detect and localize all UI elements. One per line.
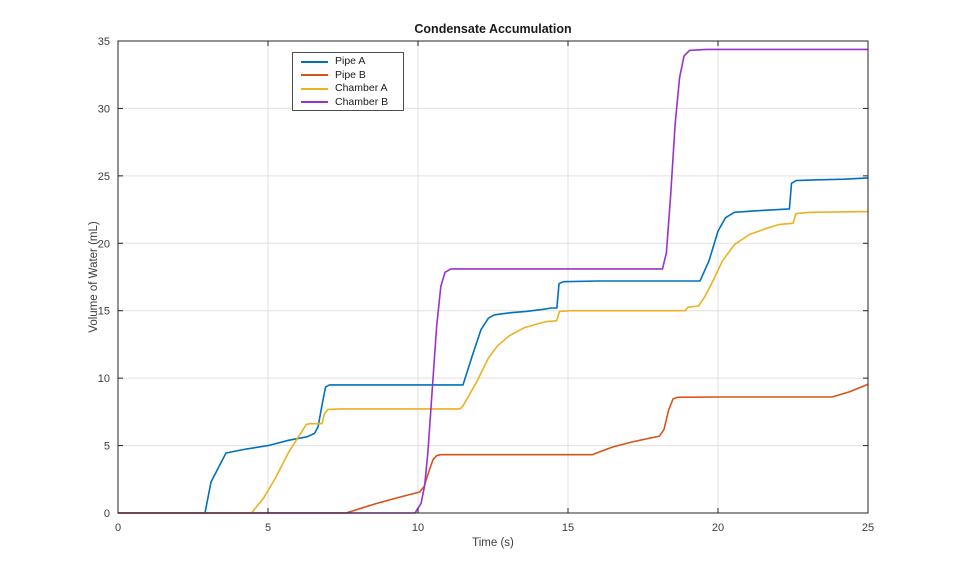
- chart-title: Condensate Accumulation: [414, 22, 571, 36]
- tick-labels: 0 5 10 15 20 25 0 5 10 15 20 25 30 35: [98, 36, 874, 534]
- axis-ticks: [117, 40, 869, 514]
- legend-label: Chamber B: [335, 95, 389, 108]
- x-tick-label: 5: [265, 522, 271, 534]
- series-line-chamber-a: [118, 210, 869, 514]
- y-tick-label: 30: [98, 103, 110, 115]
- legend-item-chamber-a: Chamber A: [293, 82, 403, 96]
- legend-line-swatch: [301, 74, 328, 77]
- data-series: [118, 48, 869, 514]
- y-axis-label: Volume of Water (mL): [88, 221, 100, 333]
- y-tick-label: 0: [104, 508, 110, 520]
- series-line-pipe-a: [118, 177, 869, 514]
- plot-border: [117, 40, 869, 514]
- legend-item-pipe-b: Pipe B: [293, 69, 403, 83]
- legend-label: Pipe B: [335, 68, 366, 81]
- series-line-pipe-b: [118, 383, 869, 514]
- legend-line-swatch: [301, 60, 328, 63]
- legend-item-chamber-b: Chamber B: [293, 96, 403, 110]
- legend-item-pipe-a: Pipe A: [293, 55, 403, 69]
- y-tick-label: 10: [98, 373, 110, 385]
- y-tick-label: 20: [98, 238, 110, 250]
- legend-label: Pipe A: [335, 55, 366, 68]
- x-axis-label: Time (s): [472, 537, 514, 549]
- y-tick-label: 25: [98, 171, 110, 183]
- y-tick-label: 15: [98, 306, 110, 318]
- x-tick-label: 0: [115, 522, 121, 534]
- legend-line-swatch: [301, 101, 328, 104]
- legend-line-swatch: [301, 87, 328, 90]
- legend-label: Chamber A: [335, 82, 388, 95]
- series-line-chamber-b: [118, 48, 868, 514]
- x-tick-label: 15: [562, 522, 574, 534]
- legend: Pipe A Pipe B Chamber A Chamber B: [292, 52, 404, 111]
- x-tick-label: 10: [412, 522, 424, 534]
- x-tick-label: 25: [862, 522, 874, 534]
- x-tick-label: 20: [712, 522, 724, 534]
- y-tick-label: 35: [98, 36, 110, 48]
- gridlines: [117, 40, 869, 514]
- y-tick-label: 5: [104, 441, 110, 453]
